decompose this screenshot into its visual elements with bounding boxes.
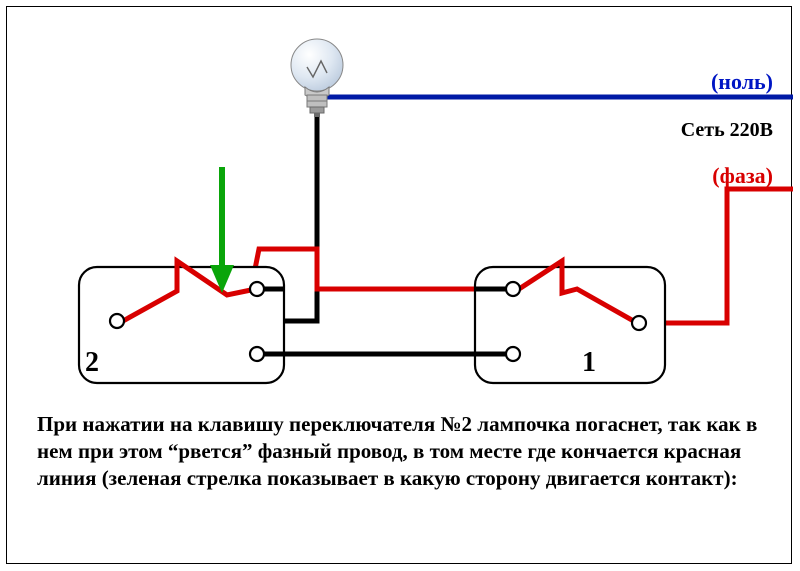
label-phase: (фаза) [712,163,773,189]
diagram-frame: (ноль) Сеть 220В (фаза) 1 2 При нажатии … [6,6,792,564]
light-bulb-icon [291,39,343,117]
switch-2-number: 2 [85,347,99,379]
label-neutral: (ноль) [711,69,773,95]
label-mains: Сеть 220В [681,119,773,142]
switch-1-number: 1 [582,347,596,379]
wiring-diagram [7,7,793,399]
caption-text: При нажатии на клавишу переключателя №2 … [37,411,777,492]
wire-traveler-top [251,249,513,289]
